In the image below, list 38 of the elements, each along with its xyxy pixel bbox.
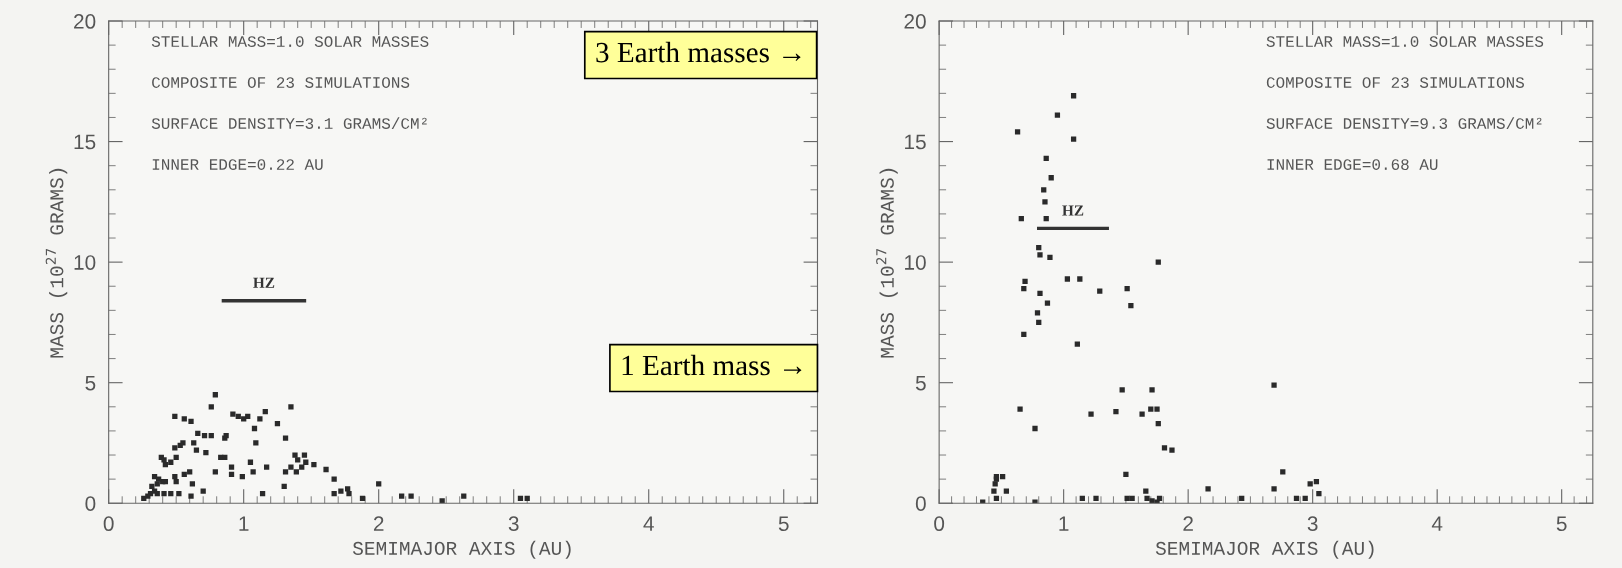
y-tick-label: 10 [74, 255, 96, 270]
y-tick-label: 20 [904, 14, 926, 29]
x-tick-label: 4 [643, 516, 654, 531]
annotation: INNER EDGE=0.68 AU [1267, 159, 1438, 170]
y-tick-label: 10 [905, 255, 926, 270]
x-tick-label: 1 [239, 516, 249, 531]
x-tick-label: 0 [103, 516, 114, 532]
x-tick-label: 4 [1431, 516, 1443, 531]
annotation: SURFACE DENSITY=9.3 GRAMS/CM² [1266, 117, 1542, 129]
x-axis-title: SEMIMAJOR AXIS (AU) [1155, 540, 1374, 559]
x-tick-label: 3 [1307, 516, 1318, 532]
y-tick-label: 0 [915, 496, 926, 511]
y-tick-label: 5 [85, 375, 96, 391]
annotation: INNER EDGE=0.22 AU [152, 159, 323, 170]
x-axis-title: SEMIMAJOR AXIS (AU) [352, 540, 571, 559]
annotation: SURFACE DENSITY=3.1 GRAMS/CM² [151, 117, 427, 129]
annotation: COMPOSITE OF 23 SIMULATIONS [152, 77, 410, 88]
annotation: COMPOSITE OF 23 SIMULATIONS [1266, 77, 1524, 88]
x-tick-label: 0 [934, 516, 945, 532]
y-tick-label: 5 [915, 375, 926, 391]
x-tick-label: 1 [1059, 516, 1069, 531]
series-label: HZ [253, 277, 275, 288]
y-tick-label: 15 [74, 134, 96, 150]
y-tick-label: 20 [74, 14, 96, 29]
x-tick-label: 2 [373, 516, 384, 531]
x-tick-label: 5 [778, 516, 789, 532]
x-tick-label: 5 [1556, 516, 1567, 532]
annotation: STELLAR MASS=1.0 SOLAR MASSES [1266, 36, 1544, 47]
y-tick-label: 15 [905, 134, 926, 150]
x-tick-label: 2 [1183, 516, 1193, 531]
y-tick-label: 0 [85, 496, 96, 511]
annotation: STELLAR MASS=1.0 SOLAR MASSES [151, 36, 429, 47]
annotation: 1 Earth mass → [622, 354, 802, 376]
y-axis-title: MASS (10$^{27}$ GRAMS) [876, 168, 898, 358]
annotation: 3 Earth masses → [596, 41, 801, 63]
y-axis-title: MASS (10$^{27}$ GRAMS) [45, 168, 68, 358]
series-label: HZ [1062, 205, 1084, 216]
x-tick-label: 3 [508, 516, 519, 532]
